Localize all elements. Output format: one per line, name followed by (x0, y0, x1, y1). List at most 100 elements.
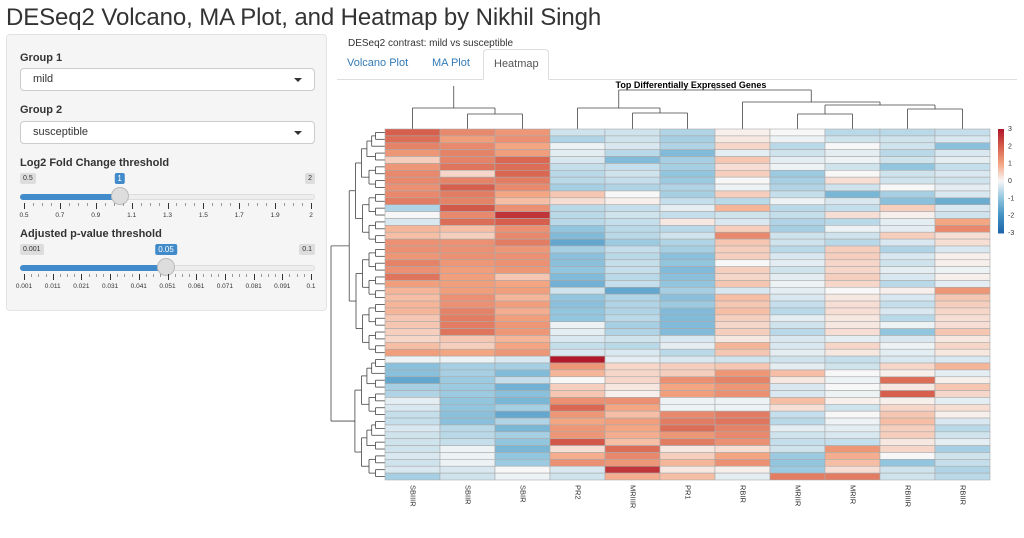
heatmap-cell (550, 452, 605, 459)
heatmap-cell (385, 170, 440, 177)
slider-minor-tick (159, 203, 160, 206)
column-label: RBIIIR (904, 485, 913, 508)
heatmap-cell (935, 356, 990, 363)
slider-tick-label: 2 (309, 212, 313, 219)
heatmap-cell (440, 370, 495, 377)
slider-major-tick (196, 274, 197, 280)
slider-fill (20, 194, 120, 200)
heatmap-cell (550, 177, 605, 184)
slider-major-tick (60, 203, 61, 209)
slider-tick-label: 0.031 (102, 283, 118, 290)
group2-select[interactable]: susceptible (20, 121, 315, 144)
heatmap-cell (495, 322, 550, 329)
heatmap-cell (935, 329, 990, 336)
heatmap-cell (825, 157, 880, 164)
heatmap-cell (385, 459, 440, 466)
heatmap-cell (935, 377, 990, 384)
heatmap-cell (385, 287, 440, 294)
slider-tick-label: 0.071 (217, 283, 233, 290)
heatmap-cell (385, 315, 440, 322)
heatmap-cell (715, 287, 770, 294)
tab-ma-plot[interactable]: MA Plot (422, 49, 480, 78)
heatmap-cell (825, 212, 880, 219)
heatmap-cell (770, 452, 825, 459)
heatmap-cell (770, 363, 825, 370)
chevron-down-icon (294, 78, 302, 82)
slider-minor-tick (221, 203, 222, 206)
slider-minor-tick (69, 203, 70, 206)
heatmap-cell (825, 246, 880, 253)
heatmap-cell (935, 225, 990, 232)
slider-minor-tick (105, 203, 106, 206)
heatmap-cell (495, 391, 550, 398)
heatmap-cell (495, 239, 550, 246)
heatmap-cell (495, 432, 550, 439)
heatmap-cell (440, 267, 495, 274)
heatmap-cell (550, 342, 605, 349)
heatmap-cell (440, 157, 495, 164)
heatmap-cell (550, 459, 605, 466)
heatmap-cell (935, 432, 990, 439)
legend-tick-label: 0 (1008, 178, 1012, 185)
heatmap-cell (715, 377, 770, 384)
slider-minor-tick (185, 203, 186, 206)
heatmap-cell (880, 136, 935, 143)
slider-minor-tick (266, 203, 267, 206)
column-label: PR2 (574, 485, 583, 500)
heatmap-cell (385, 335, 440, 342)
slider-major-tick (254, 274, 255, 280)
heatmap-cell (935, 370, 990, 377)
heatmap-cell (605, 198, 660, 205)
heatmap-cell (385, 391, 440, 398)
heatmap-cell (770, 170, 825, 177)
slider-minor-tick (123, 203, 124, 206)
tab-heatmap[interactable]: Heatmap (483, 49, 549, 80)
heatmap-cell (935, 418, 990, 425)
heatmap-cell (715, 452, 770, 459)
tab-volcano-plot[interactable]: Volcano Plot (337, 49, 418, 78)
slider-major-tick (96, 203, 97, 209)
heatmap-cell (550, 260, 605, 267)
heatmap-cell (660, 150, 715, 157)
heatmap-cell (385, 397, 440, 404)
heatmap-cell (495, 163, 550, 170)
group1-select[interactable]: mild (20, 68, 315, 91)
heatmap-cell (605, 232, 660, 239)
heatmap-cell (495, 294, 550, 301)
lfc-threshold-slider[interactable]: 0.5 2 1 0.50.70.91.11.31.51.71.92 (20, 173, 315, 223)
heatmap-cell (550, 335, 605, 342)
heatmap-cell (495, 191, 550, 198)
heatmap-cell (495, 280, 550, 287)
heatmap-cell (385, 411, 440, 418)
heatmap-cell (495, 370, 550, 377)
heatmap-cell (825, 129, 880, 136)
heatmap-cell (440, 225, 495, 232)
heatmap-cell (880, 143, 935, 150)
heatmap-cell (440, 315, 495, 322)
heatmap-cell (550, 253, 605, 260)
padj-threshold-slider[interactable]: 0.001 0.1 0.05 0.0010.0110.0210.0310.041… (20, 244, 315, 294)
heatmap-cell (605, 322, 660, 329)
legend-tick-label: -1 (1008, 195, 1014, 202)
heatmap-cell (770, 397, 825, 404)
heatmap-cell (935, 391, 990, 398)
heatmap-cell (385, 184, 440, 191)
heatmap-cell (935, 315, 990, 322)
heatmap-cell (385, 349, 440, 356)
heatmap-cell (605, 301, 660, 308)
heatmap-cell (660, 342, 715, 349)
slider-minor-tick (96, 274, 97, 277)
heatmap-cell (935, 335, 990, 342)
heatmap-cell (495, 425, 550, 432)
heatmap-cell (880, 157, 935, 164)
heatmap-cell (605, 205, 660, 212)
heatmap-cell (770, 301, 825, 308)
heatmap-cell (660, 170, 715, 177)
heatmap-cell (880, 280, 935, 287)
heatmap-cell (715, 446, 770, 453)
heatmap-cell (495, 363, 550, 370)
heatmap-cell (770, 253, 825, 260)
slider-tick-label: 1.5 (199, 212, 208, 219)
heatmap-cell (440, 432, 495, 439)
slider-minor-tick (275, 274, 276, 277)
